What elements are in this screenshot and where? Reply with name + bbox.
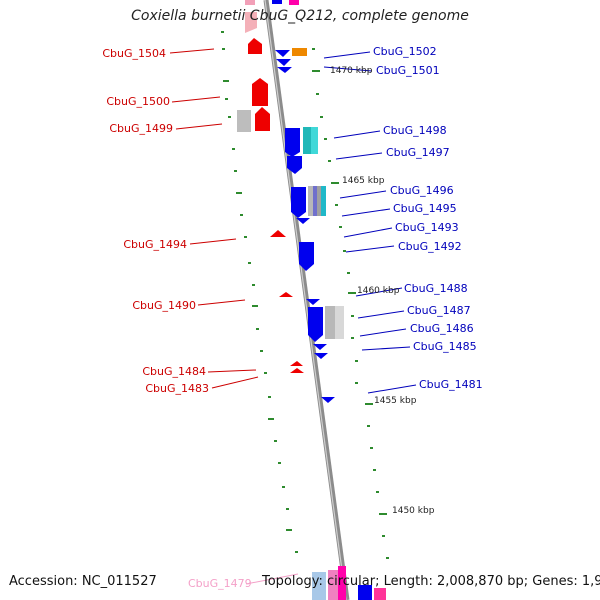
gene-feature[interactable]: [237, 110, 251, 132]
gene-feature[interactable]: [325, 306, 335, 339]
gene-feature[interactable]: [255, 107, 270, 131]
gene-label-cbug-1504[interactable]: CbuG_1504: [102, 47, 166, 60]
gene-label-cbug-1488[interactable]: CbuG_1488: [404, 282, 468, 295]
gene-feature[interactable]: [279, 292, 293, 297]
gene-label-cbug-1490[interactable]: CbuG_1490: [132, 299, 196, 312]
gene-feature[interactable]: [338, 566, 346, 600]
gene-label-cbug-1493[interactable]: CbuG_1493: [395, 221, 459, 234]
right-tick-marks: [312, 48, 389, 559]
kbp-label: 1460 kbp: [357, 286, 400, 296]
left-tick-marks: [221, 31, 298, 553]
gene-feature[interactable]: [272, 0, 282, 4]
gene-label-cbug-1500[interactable]: CbuG_1500: [106, 95, 170, 108]
gene-feature[interactable]: [277, 67, 292, 73]
accession-text: Accession: NC_011527: [9, 574, 157, 589]
gene-feature[interactable]: [245, 12, 257, 33]
gene-feature[interactable]: [287, 156, 302, 174]
gene-label-cbug-1483[interactable]: CbuG_1483: [145, 382, 209, 395]
bottom-leader-line: [245, 573, 299, 585]
gene-feature[interactable]: [290, 361, 303, 366]
gene-feature[interactable]: [358, 585, 372, 600]
kbp-label: 1450 kbp: [392, 506, 435, 516]
gene-label-cbug-1481[interactable]: CbuG_1481: [419, 378, 483, 391]
gene-feature[interactable]: [374, 588, 386, 600]
gene-feature[interactable]: [275, 50, 290, 57]
gene-feature[interactable]: [321, 186, 326, 216]
gene-feature[interactable]: [248, 38, 262, 54]
genome-summary-text: Topology: circular; Length: 2,008,870 bp…: [262, 574, 600, 589]
gene-feature[interactable]: [317, 186, 321, 216]
genome-backbone-highlight: [264, 0, 347, 600]
gene-feature[interactable]: [252, 78, 268, 106]
gene-feature[interactable]: [321, 397, 335, 403]
gene-feature[interactable]: [303, 127, 311, 154]
kbp-label: 1455 kbp: [374, 396, 417, 406]
gene-label-cbug-1496[interactable]: CbuG_1496: [390, 184, 454, 197]
gene-feature[interactable]: [299, 242, 314, 271]
gene-feature[interactable]: [312, 572, 326, 600]
gene-feature[interactable]: [328, 570, 338, 600]
gene-feature[interactable]: [270, 230, 286, 237]
gene-label-cbug-1484[interactable]: CbuG_1484: [142, 365, 206, 378]
gene-feature[interactable]: [245, 0, 255, 5]
left-leader-lines: [169, 48, 259, 389]
right-gene-labels: CbuG_1502 CbuG_1501 CbuG_1498 CbuG_1497 …: [373, 45, 483, 391]
genome-backbone: [263, 0, 350, 600]
gene-label-cbug-1495[interactable]: CbuG_1495: [393, 202, 457, 215]
gene-label-cbug-1502[interactable]: CbuG_1502: [373, 45, 437, 58]
gene-label-cbug-1497[interactable]: CbuG_1497: [386, 146, 450, 159]
gene-label-cbug-1499[interactable]: CbuG_1499: [109, 122, 173, 135]
gene-feature[interactable]: [289, 0, 299, 5]
gene-feature[interactable]: [276, 59, 291, 66]
gene-feature[interactable]: [335, 306, 344, 339]
gene-feature[interactable]: [292, 48, 307, 56]
kbp-label: 1470 kbp: [330, 66, 373, 76]
gene-feature[interactable]: [311, 127, 318, 154]
kbp-label: 1465 kbp: [342, 176, 385, 186]
gene-label-cbug-1486[interactable]: CbuG_1486: [410, 322, 474, 335]
gene-feature[interactable]: [308, 186, 313, 216]
gene-feature[interactable]: [313, 344, 327, 350]
right-leader-lines: [323, 51, 417, 394]
genome-title: Coxiella burnetii CbuG_Q212, complete ge…: [131, 8, 469, 24]
gene-feature[interactable]: [296, 218, 310, 224]
gene-feature[interactable]: [308, 307, 323, 342]
gene-label-cbug-1487[interactable]: CbuG_1487: [407, 304, 471, 317]
gene-label-cbug-1485[interactable]: CbuG_1485: [413, 340, 477, 353]
gene-feature[interactable]: [290, 368, 304, 373]
kbp-labels: 1470 kbp 1465 kbp 1460 kbp 1455 kbp 1450…: [330, 66, 435, 516]
gene-label-cbug-1492[interactable]: CbuG_1492: [398, 240, 462, 253]
gene-label-cbug-1479[interactable]: CbuG_1479: [188, 577, 252, 590]
gene-feature[interactable]: [314, 353, 328, 359]
gene-label-cbug-1498[interactable]: CbuG_1498: [383, 124, 447, 137]
left-gene-labels: CbuG_1504 CbuG_1500 CbuG_1499 CbuG_1494 …: [102, 47, 209, 395]
gene-feature[interactable]: [306, 299, 320, 305]
gene-feature[interactable]: [291, 187, 306, 218]
gene-feature[interactable]: [285, 128, 300, 157]
gene-label-cbug-1494[interactable]: CbuG_1494: [123, 238, 187, 251]
gene-feature[interactable]: [313, 186, 317, 216]
gene-label-cbug-1501[interactable]: CbuG_1501: [376, 64, 440, 77]
